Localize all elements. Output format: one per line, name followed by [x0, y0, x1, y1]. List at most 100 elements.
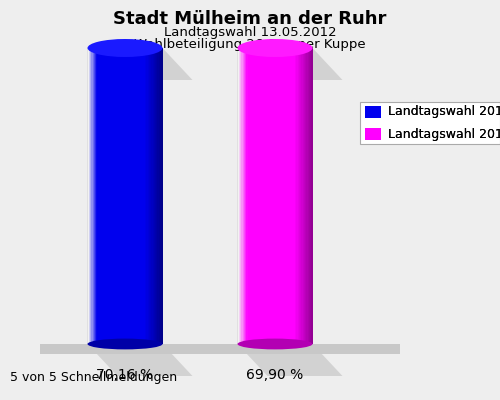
Bar: [310, 48, 312, 344]
Bar: [254, 48, 256, 344]
Bar: [122, 48, 124, 344]
Bar: [258, 48, 259, 344]
Bar: [279, 48, 280, 344]
Bar: [286, 48, 288, 344]
Bar: [239, 48, 240, 344]
Bar: [256, 48, 258, 344]
Bar: [295, 48, 297, 344]
Bar: [269, 48, 270, 344]
Bar: [252, 48, 253, 344]
Bar: [102, 48, 104, 344]
Bar: [94, 48, 96, 344]
Polygon shape: [88, 48, 192, 376]
Bar: [110, 48, 112, 344]
Bar: [262, 48, 263, 344]
Bar: [98, 48, 99, 344]
Bar: [105, 48, 107, 344]
Bar: [158, 48, 159, 344]
Bar: [255, 48, 257, 344]
Ellipse shape: [88, 338, 162, 350]
Bar: [292, 48, 294, 344]
Bar: [302, 48, 304, 344]
Bar: [250, 48, 252, 344]
Bar: [249, 48, 250, 344]
Bar: [278, 48, 279, 344]
Bar: [91, 48, 93, 344]
Ellipse shape: [238, 338, 312, 350]
Bar: [271, 48, 273, 344]
Text: 70,16 %: 70,16 %: [96, 368, 154, 382]
Bar: [40, 344, 400, 354]
Bar: [270, 48, 272, 344]
Text: Landtagswahl 2012: Landtagswahl 2012: [388, 106, 500, 118]
Bar: [284, 48, 286, 344]
Bar: [289, 48, 290, 344]
Bar: [252, 48, 254, 344]
Bar: [89, 48, 90, 344]
Bar: [311, 48, 313, 344]
Bar: [149, 48, 150, 344]
Bar: [298, 48, 299, 344]
Bar: [274, 48, 276, 344]
Bar: [111, 48, 113, 344]
Text: 69,90 %: 69,90 %: [246, 368, 304, 382]
Bar: [140, 48, 142, 344]
Bar: [308, 48, 309, 344]
Bar: [134, 48, 136, 344]
Bar: [242, 48, 244, 344]
Ellipse shape: [88, 39, 162, 57]
Bar: [108, 48, 110, 344]
Polygon shape: [238, 48, 343, 376]
Bar: [365, 106, 381, 118]
Bar: [88, 48, 89, 344]
Bar: [259, 48, 260, 344]
Bar: [101, 48, 103, 344]
Bar: [280, 48, 282, 344]
Bar: [138, 48, 140, 344]
Bar: [281, 48, 283, 344]
Bar: [360, 102, 500, 144]
Bar: [142, 48, 143, 344]
Bar: [245, 48, 247, 344]
Bar: [112, 48, 114, 344]
Bar: [291, 48, 293, 344]
Bar: [238, 48, 240, 344]
Bar: [365, 128, 381, 140]
Bar: [276, 48, 278, 344]
Bar: [126, 48, 128, 344]
Bar: [121, 48, 123, 344]
Bar: [299, 48, 300, 344]
Text: Landtagswahl 2010: Landtagswahl 2010: [388, 128, 500, 140]
Bar: [155, 48, 157, 344]
Bar: [152, 48, 154, 344]
Bar: [130, 48, 132, 344]
Bar: [161, 48, 163, 344]
Bar: [142, 48, 144, 344]
Bar: [159, 48, 160, 344]
Bar: [135, 48, 136, 344]
Text: 5 von 5 Schnellmeldungen: 5 von 5 Schnellmeldungen: [10, 371, 177, 384]
Bar: [136, 48, 138, 344]
Bar: [154, 48, 156, 344]
Bar: [306, 48, 308, 344]
Bar: [309, 48, 310, 344]
Bar: [100, 48, 102, 344]
Bar: [285, 48, 287, 344]
Bar: [96, 48, 98, 344]
Text: Landtagswahl 2010: Landtagswahl 2010: [388, 128, 500, 140]
Bar: [132, 48, 134, 344]
Bar: [156, 48, 158, 344]
Bar: [301, 48, 303, 344]
Ellipse shape: [238, 39, 312, 57]
Text: Stadt Mülheim an der Ruhr: Stadt Mülheim an der Ruhr: [114, 10, 386, 28]
Bar: [146, 48, 148, 344]
Bar: [242, 48, 243, 344]
Bar: [260, 48, 262, 344]
Bar: [144, 48, 146, 344]
Bar: [115, 48, 116, 344]
Bar: [275, 48, 277, 344]
Bar: [304, 48, 306, 344]
Bar: [266, 48, 268, 344]
Bar: [118, 48, 120, 344]
Bar: [265, 48, 267, 344]
